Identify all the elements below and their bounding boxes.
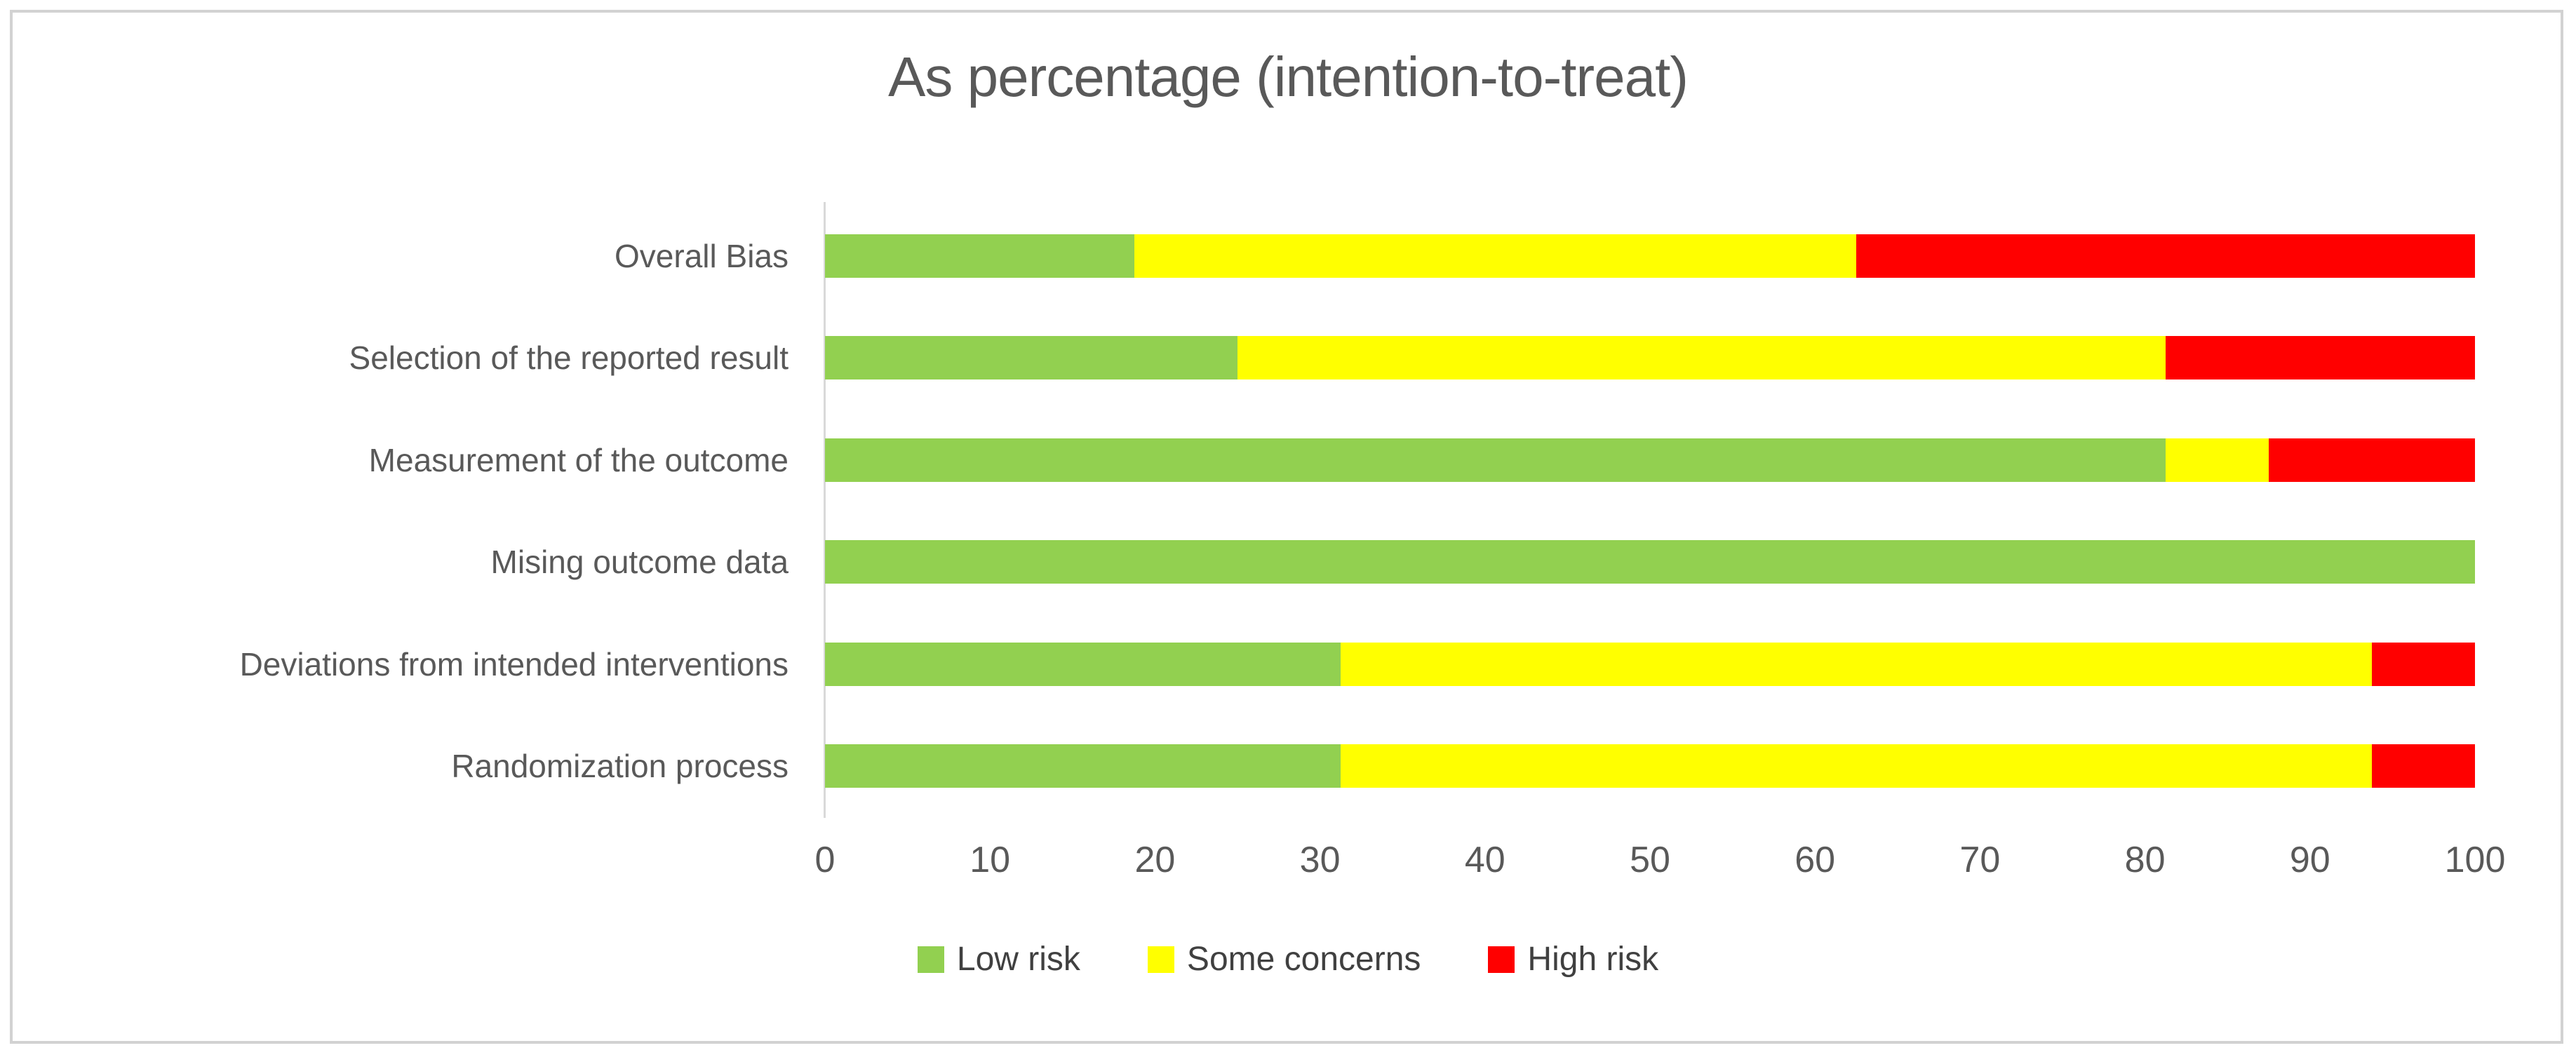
x-axis-tick: 40 <box>1464 840 1505 880</box>
legend-item: Low risk <box>917 940 1080 979</box>
bar-segment-some-concerns <box>1341 744 2372 788</box>
bar-segment-high-risk <box>2372 744 2475 788</box>
x-axis-tick: 30 <box>1299 840 1341 880</box>
bar-segment-high-risk <box>2166 336 2475 380</box>
plot-area <box>825 205 2475 817</box>
category-label: Measurement of the outcome <box>368 441 789 478</box>
chart-frame-border <box>10 10 2563 1044</box>
x-axis-tick: 70 <box>1959 840 2001 880</box>
x-axis-tick: 20 <box>1134 840 1176 880</box>
bar-segment-low-risk <box>825 744 1341 788</box>
bar-segment-high-risk <box>2372 642 2475 686</box>
x-axis-tick: 80 <box>2124 840 2166 880</box>
bar-segment-low-risk <box>825 438 2166 482</box>
category-label: Selection of the reported result <box>349 340 789 377</box>
bar-row <box>825 438 2475 482</box>
legend: Low risk Some concerns High risk <box>0 940 2576 979</box>
legend-label: High risk <box>1527 941 1659 978</box>
bar-segment-low-risk <box>825 234 1134 278</box>
legend-label: Some concerns <box>1186 941 1421 978</box>
category-label: Overall Bias <box>615 237 789 274</box>
bar-segment-low-risk <box>825 336 1237 380</box>
chart-title: As percentage (intention-to-treat) <box>888 46 1689 108</box>
x-axis-tick: 60 <box>1795 840 1836 880</box>
bar-segment-some-concerns <box>1134 234 1856 278</box>
bar-segment-low-risk <box>825 642 1341 686</box>
legend-item: High risk <box>1488 940 1658 979</box>
bar-segment-high-risk <box>2269 438 2475 482</box>
bar-row <box>825 336 2475 380</box>
legend-swatch-low-risk <box>917 946 944 973</box>
legend-swatch-some-concerns <box>1147 946 1174 973</box>
category-label: Mising outcome data <box>490 544 789 581</box>
bar-segment-high-risk <box>1856 234 2475 278</box>
bar-segment-some-concerns <box>2166 438 2269 482</box>
x-axis-tick: 0 <box>814 840 836 880</box>
x-axis-tick: 90 <box>2289 840 2330 880</box>
x-axis-tick: 100 <box>2444 840 2506 880</box>
legend-item: Some concerns <box>1147 940 1421 979</box>
x-axis-tick: 10 <box>970 840 1011 880</box>
y-axis-line <box>824 202 826 818</box>
legend-swatch-high-risk <box>1488 946 1515 973</box>
category-axis-labels: Overall Bias Selection of the reported re… <box>0 205 807 817</box>
legend-label: Low risk <box>956 941 1080 978</box>
bar-row <box>825 540 2475 584</box>
bar-segment-low-risk <box>825 540 2475 584</box>
bar-segment-some-concerns <box>1341 642 2372 686</box>
bar-row <box>825 642 2475 686</box>
bar-row <box>825 744 2475 788</box>
category-label: Randomization process <box>451 748 789 785</box>
bar-segment-some-concerns <box>1237 336 2166 380</box>
bar-row <box>825 234 2475 278</box>
x-axis-tick: 50 <box>1630 840 1670 880</box>
x-axis-tick-labels: 0 10 20 30 40 50 60 70 80 90 100 <box>815 839 2506 888</box>
category-label: Deviations from intended interventions <box>239 645 789 683</box>
